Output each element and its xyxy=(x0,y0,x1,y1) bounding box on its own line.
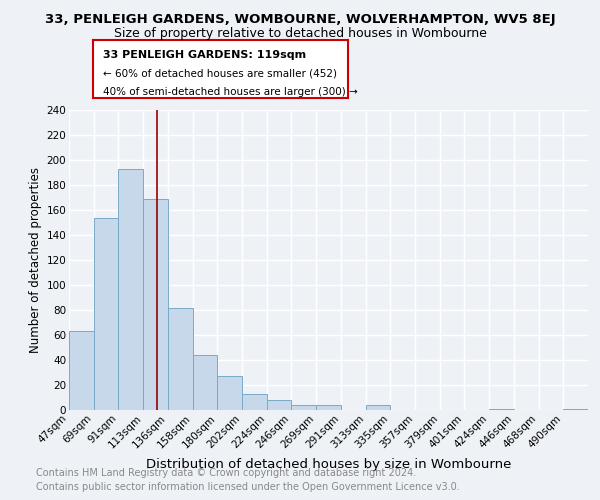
Bar xyxy=(94,218,118,410)
Bar xyxy=(365,405,390,410)
Bar xyxy=(69,331,94,410)
Y-axis label: Number of detached properties: Number of detached properties xyxy=(29,167,43,353)
Bar xyxy=(168,308,193,410)
Bar xyxy=(267,400,292,410)
Bar xyxy=(193,355,217,410)
Text: Size of property relative to detached houses in Wombourne: Size of property relative to detached ho… xyxy=(113,28,487,40)
Text: ← 60% of detached houses are smaller (452): ← 60% of detached houses are smaller (45… xyxy=(103,68,337,78)
Bar xyxy=(143,198,168,410)
Text: 33 PENLEIGH GARDENS: 119sqm: 33 PENLEIGH GARDENS: 119sqm xyxy=(103,50,307,60)
Text: 40% of semi-detached houses are larger (300) →: 40% of semi-detached houses are larger (… xyxy=(103,87,358,97)
Bar xyxy=(118,169,143,410)
Text: Contains HM Land Registry data © Crown copyright and database right 2024.: Contains HM Land Registry data © Crown c… xyxy=(36,468,416,477)
Bar xyxy=(292,405,316,410)
X-axis label: Distribution of detached houses by size in Wombourne: Distribution of detached houses by size … xyxy=(146,458,511,471)
Bar xyxy=(217,376,242,410)
Bar xyxy=(563,409,588,410)
Bar xyxy=(316,405,341,410)
Text: Contains public sector information licensed under the Open Government Licence v3: Contains public sector information licen… xyxy=(36,482,460,492)
Text: 33, PENLEIGH GARDENS, WOMBOURNE, WOLVERHAMPTON, WV5 8EJ: 33, PENLEIGH GARDENS, WOMBOURNE, WOLVERH… xyxy=(44,12,556,26)
Bar xyxy=(242,394,267,410)
Bar xyxy=(489,409,514,410)
